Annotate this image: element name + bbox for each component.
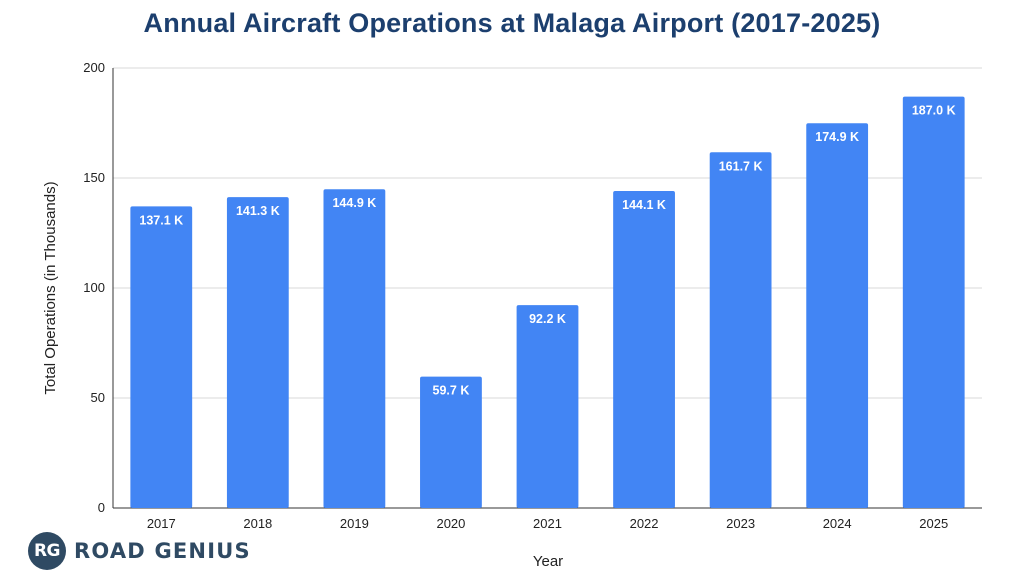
x-tick-label: 2020 [436, 516, 465, 531]
data-label: 59.7 K [433, 384, 470, 398]
x-tick-label: 2018 [243, 516, 272, 531]
y-tick-label: 50 [91, 390, 105, 405]
data-label: 161.7 K [719, 159, 763, 173]
y-axis-title: Total Operations (in Thousands) [42, 181, 59, 394]
x-tick-label: 2024 [823, 516, 852, 531]
bar [226, 197, 289, 508]
x-tick-label: 2017 [147, 516, 176, 531]
bar [516, 305, 579, 508]
x-axis-title: Year [533, 553, 563, 570]
data-label: 187.0 K [912, 104, 956, 118]
bar [902, 96, 965, 508]
x-tick-label: 2025 [919, 516, 948, 531]
logo-badge: RG [28, 532, 66, 570]
data-label: 144.1 K [622, 198, 666, 212]
bar [806, 123, 869, 508]
bar [323, 189, 386, 508]
x-tick-label: 2021 [533, 516, 562, 531]
data-label: 174.9 K [815, 130, 859, 144]
bar [613, 190, 675, 509]
data-label: 92.2 K [529, 312, 566, 326]
brand-logo: RG ROAD GENIUS [28, 532, 251, 570]
y-tick-label: 200 [83, 60, 105, 75]
bar [420, 376, 482, 508]
bar [709, 152, 772, 508]
chart-title: Annual Aircraft Operations at Malaga Air… [143, 8, 881, 38]
y-tick-label: 100 [83, 280, 105, 295]
x-tick-label: 2022 [630, 516, 659, 531]
y-tick-label: 0 [98, 500, 105, 515]
data-label: 144.9 K [332, 196, 376, 210]
x-tick-label: 2023 [726, 516, 755, 531]
data-label: 137.1 K [139, 213, 183, 227]
data-label: 141.3 K [236, 204, 280, 218]
x-tick-label: 2019 [340, 516, 369, 531]
bar [130, 206, 193, 508]
logo-name: ROAD GENIUS [74, 539, 251, 563]
y-tick-label: 150 [83, 170, 105, 185]
